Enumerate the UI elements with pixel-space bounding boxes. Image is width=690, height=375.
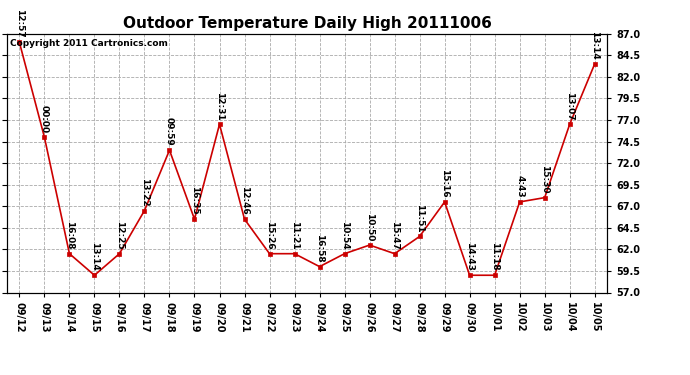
Text: 12:46: 12:46 xyxy=(240,186,249,215)
Text: 15:16: 15:16 xyxy=(440,169,449,198)
Text: Copyright 2011 Cartronics.com: Copyright 2011 Cartronics.com xyxy=(10,39,168,48)
Text: 00:00: 00:00 xyxy=(40,105,49,133)
Title: Outdoor Temperature Daily High 20111006: Outdoor Temperature Daily High 20111006 xyxy=(123,16,491,31)
Text: 16:58: 16:58 xyxy=(315,234,324,262)
Text: 13:14: 13:14 xyxy=(90,242,99,271)
Text: 16:35: 16:35 xyxy=(190,186,199,215)
Text: 12:31: 12:31 xyxy=(215,92,224,120)
Text: 11:51: 11:51 xyxy=(415,204,424,232)
Text: 15:26: 15:26 xyxy=(265,221,274,249)
Text: 09:59: 09:59 xyxy=(165,117,174,146)
Text: 12:57: 12:57 xyxy=(15,9,24,38)
Text: 15:47: 15:47 xyxy=(390,220,399,249)
Text: 10:50: 10:50 xyxy=(365,213,374,241)
Text: 13:14: 13:14 xyxy=(590,31,599,60)
Text: 4:43: 4:43 xyxy=(515,175,524,198)
Text: 12:25: 12:25 xyxy=(115,221,124,249)
Text: 13:22: 13:22 xyxy=(140,178,149,206)
Text: 15:30: 15:30 xyxy=(540,165,549,194)
Text: 11:18: 11:18 xyxy=(490,243,499,271)
Text: 13:07: 13:07 xyxy=(565,92,574,120)
Text: 16:08: 16:08 xyxy=(65,221,74,249)
Text: 11:21: 11:21 xyxy=(290,221,299,249)
Text: 10:54: 10:54 xyxy=(340,221,349,249)
Text: 14:43: 14:43 xyxy=(465,242,474,271)
